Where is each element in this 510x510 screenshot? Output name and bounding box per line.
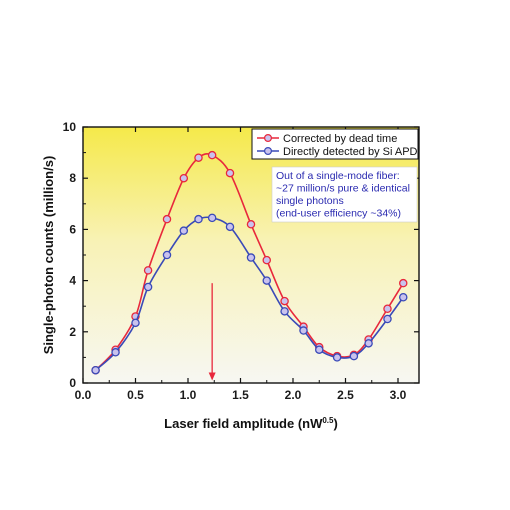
x-tick-label: 0.5 xyxy=(127,388,144,402)
series-1-point xyxy=(194,153,203,162)
x-axis-title-main: Laser field amplitude (nW xyxy=(164,416,323,431)
x-tick-label: 1.5 xyxy=(232,388,249,402)
series-2-point xyxy=(383,314,392,324)
y-tick-label: 4 xyxy=(69,274,76,288)
series-2-point xyxy=(179,226,189,235)
y-tick-label: 0 xyxy=(69,376,76,390)
x-tick-label: 0.0 xyxy=(75,388,92,402)
series-2-point xyxy=(246,253,256,262)
series-2-point xyxy=(364,339,373,348)
series-2-point xyxy=(143,282,153,292)
annotation-line: (end-user efficiency ~34%) xyxy=(276,208,401,220)
series-1-point xyxy=(162,214,172,224)
annotation-line: ~27 million/s pure & identical xyxy=(276,183,410,195)
annotation-box xyxy=(271,166,418,223)
y-tick-label: 6 xyxy=(69,222,76,236)
legend-label: Corrected by dead time xyxy=(283,133,397,145)
x-axis-title-exponent: 0.5 xyxy=(322,416,334,425)
series-2-point xyxy=(314,345,324,354)
series-2-point xyxy=(111,348,120,357)
series-2-point xyxy=(162,250,172,260)
legend-marker xyxy=(264,147,273,156)
annotation-line: Out of a single-mode fiber: xyxy=(276,170,400,182)
series-2-point xyxy=(262,276,271,285)
x-axis-title: Laser field amplitude (nW0.5) xyxy=(164,416,338,431)
series-2-point xyxy=(280,307,289,316)
y-axis-title: Single-photon counts (million/s) xyxy=(41,156,56,355)
series-1-point xyxy=(262,255,271,265)
y-tick-label: 10 xyxy=(63,120,77,134)
series-2-point xyxy=(131,318,140,328)
x-axis-title-end: ) xyxy=(333,416,337,431)
series-2-point xyxy=(332,353,342,362)
y-tick-label: 8 xyxy=(69,171,76,185)
series-1-point xyxy=(383,304,392,314)
series-2-point xyxy=(299,326,308,335)
arrow-head xyxy=(208,372,216,381)
legend-marker xyxy=(264,134,273,143)
legend-label: Directly detected by Si APD xyxy=(283,146,418,158)
series-1-point xyxy=(225,168,235,178)
series-2-point xyxy=(207,213,217,223)
series-1-point xyxy=(143,266,153,275)
x-tick-label: 2.0 xyxy=(285,388,302,402)
series-2-point xyxy=(349,351,359,361)
series-2-point xyxy=(225,222,235,232)
series-2-point xyxy=(398,292,408,302)
annotation-line: single photons xyxy=(276,195,344,207)
y-tick-label: 2 xyxy=(69,325,76,339)
x-tick-label: 2.5 xyxy=(337,388,354,402)
legend-box xyxy=(251,128,419,160)
series-1-point xyxy=(246,220,256,229)
series-2-point xyxy=(194,214,203,224)
series-1-point xyxy=(280,296,289,306)
series-1-point xyxy=(179,173,189,183)
series-1-point xyxy=(398,278,408,288)
x-tick-label: 1.0 xyxy=(180,388,197,402)
series-2-point xyxy=(91,365,100,375)
series-1-point xyxy=(207,150,217,160)
x-tick-label: 3.0 xyxy=(390,388,407,402)
